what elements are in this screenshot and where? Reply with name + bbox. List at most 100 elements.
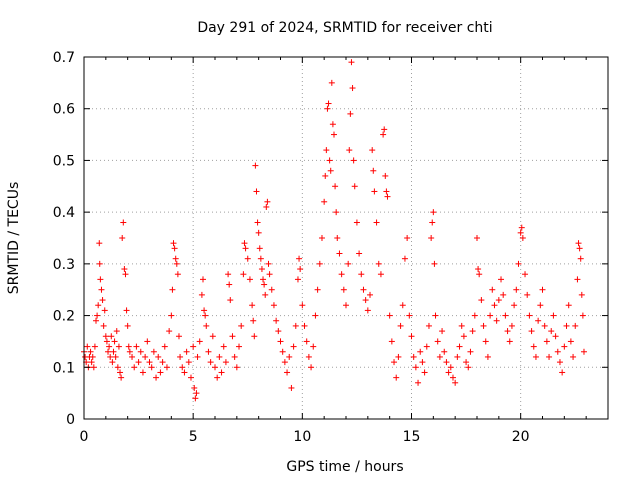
data-point: [284, 369, 291, 376]
data-point: [578, 291, 585, 298]
data-point: [567, 338, 574, 345]
data-point: [552, 333, 559, 340]
data-point: [572, 322, 579, 329]
data-point: [474, 235, 480, 241]
data-point: [482, 338, 489, 345]
data-point: [190, 343, 197, 350]
data-point: [98, 286, 105, 293]
data-point: [410, 353, 417, 360]
data-point: [150, 348, 157, 355]
data-point: [316, 260, 323, 267]
data-point: [250, 317, 257, 324]
data-point: [148, 364, 155, 371]
data-point: [556, 359, 563, 366]
data-point: [146, 359, 153, 366]
data-point: [537, 302, 544, 309]
x-tick-label: 15: [403, 429, 421, 445]
data-point: [447, 364, 454, 371]
data-point: [275, 328, 282, 335]
data-point: [246, 276, 253, 283]
data-point: [94, 312, 101, 319]
data-point: [117, 369, 124, 376]
data-point: [478, 297, 485, 304]
data-point: [229, 333, 236, 340]
data-point: [281, 359, 288, 366]
data-point: [430, 209, 437, 216]
data-point: [96, 260, 103, 267]
data-point: [258, 266, 265, 273]
data-points: [81, 59, 587, 402]
data-point: [397, 322, 404, 329]
data-point: [270, 302, 277, 309]
data-point: [265, 260, 272, 267]
data-point: [373, 219, 380, 226]
data-point: [518, 224, 525, 231]
data-point: [139, 369, 146, 376]
data-point: [508, 322, 515, 329]
data-point: [244, 255, 251, 262]
data-point: [216, 353, 223, 360]
data-point: [360, 286, 367, 293]
data-point: [559, 369, 566, 376]
data-point: [192, 395, 199, 402]
data-point: [88, 359, 95, 366]
data-point: [367, 291, 374, 298]
data-point: [252, 162, 259, 169]
data-point: [530, 343, 537, 350]
data-point: [333, 209, 340, 216]
data-point: [434, 338, 441, 345]
data-point: [209, 333, 216, 340]
data-point: [498, 276, 505, 283]
data-point: [484, 353, 491, 360]
data-point: [445, 369, 452, 376]
data-point: [166, 328, 173, 335]
data-point: [423, 343, 430, 350]
data-point: [102, 333, 109, 340]
x-tick-label: 0: [80, 429, 89, 445]
data-point: [408, 333, 415, 340]
data-point: [159, 359, 166, 366]
data-point: [489, 286, 496, 293]
data-point: [381, 126, 388, 133]
data-point: [288, 384, 295, 391]
data-point: [118, 374, 125, 381]
data-point: [384, 193, 391, 200]
data-point: [305, 353, 312, 360]
data-point: [264, 198, 271, 205]
data-point: [576, 245, 583, 252]
data-point: [205, 348, 212, 355]
data-point: [263, 203, 270, 210]
data-point: [456, 343, 463, 350]
data-point: [429, 219, 436, 226]
data-point: [561, 343, 568, 350]
data-point: [124, 322, 131, 329]
data-point: [348, 59, 355, 66]
data-point: [476, 271, 483, 278]
data-point: [297, 266, 304, 273]
data-point: [343, 302, 349, 309]
data-point: [113, 328, 120, 335]
data-point: [218, 369, 225, 376]
data-point: [467, 348, 474, 355]
data-point: [380, 131, 387, 138]
data-point: [336, 250, 343, 257]
data-point: [177, 353, 184, 360]
data-point: [328, 79, 335, 86]
data-point: [421, 369, 428, 376]
data-point: [112, 353, 119, 360]
data-point: [183, 348, 190, 355]
data-point: [155, 353, 162, 360]
data-point: [106, 343, 113, 350]
data-point: [137, 348, 144, 355]
data-point: [111, 338, 118, 345]
data-point: [415, 379, 422, 386]
data-point: [255, 229, 262, 236]
data-point: [463, 359, 470, 366]
data-point: [123, 307, 130, 314]
data-point: [356, 250, 363, 257]
data-point: [301, 322, 308, 329]
data-point: [436, 353, 443, 360]
y-tick-label: 0.7: [53, 50, 75, 66]
data-point: [153, 374, 160, 381]
data-point: [310, 343, 317, 350]
